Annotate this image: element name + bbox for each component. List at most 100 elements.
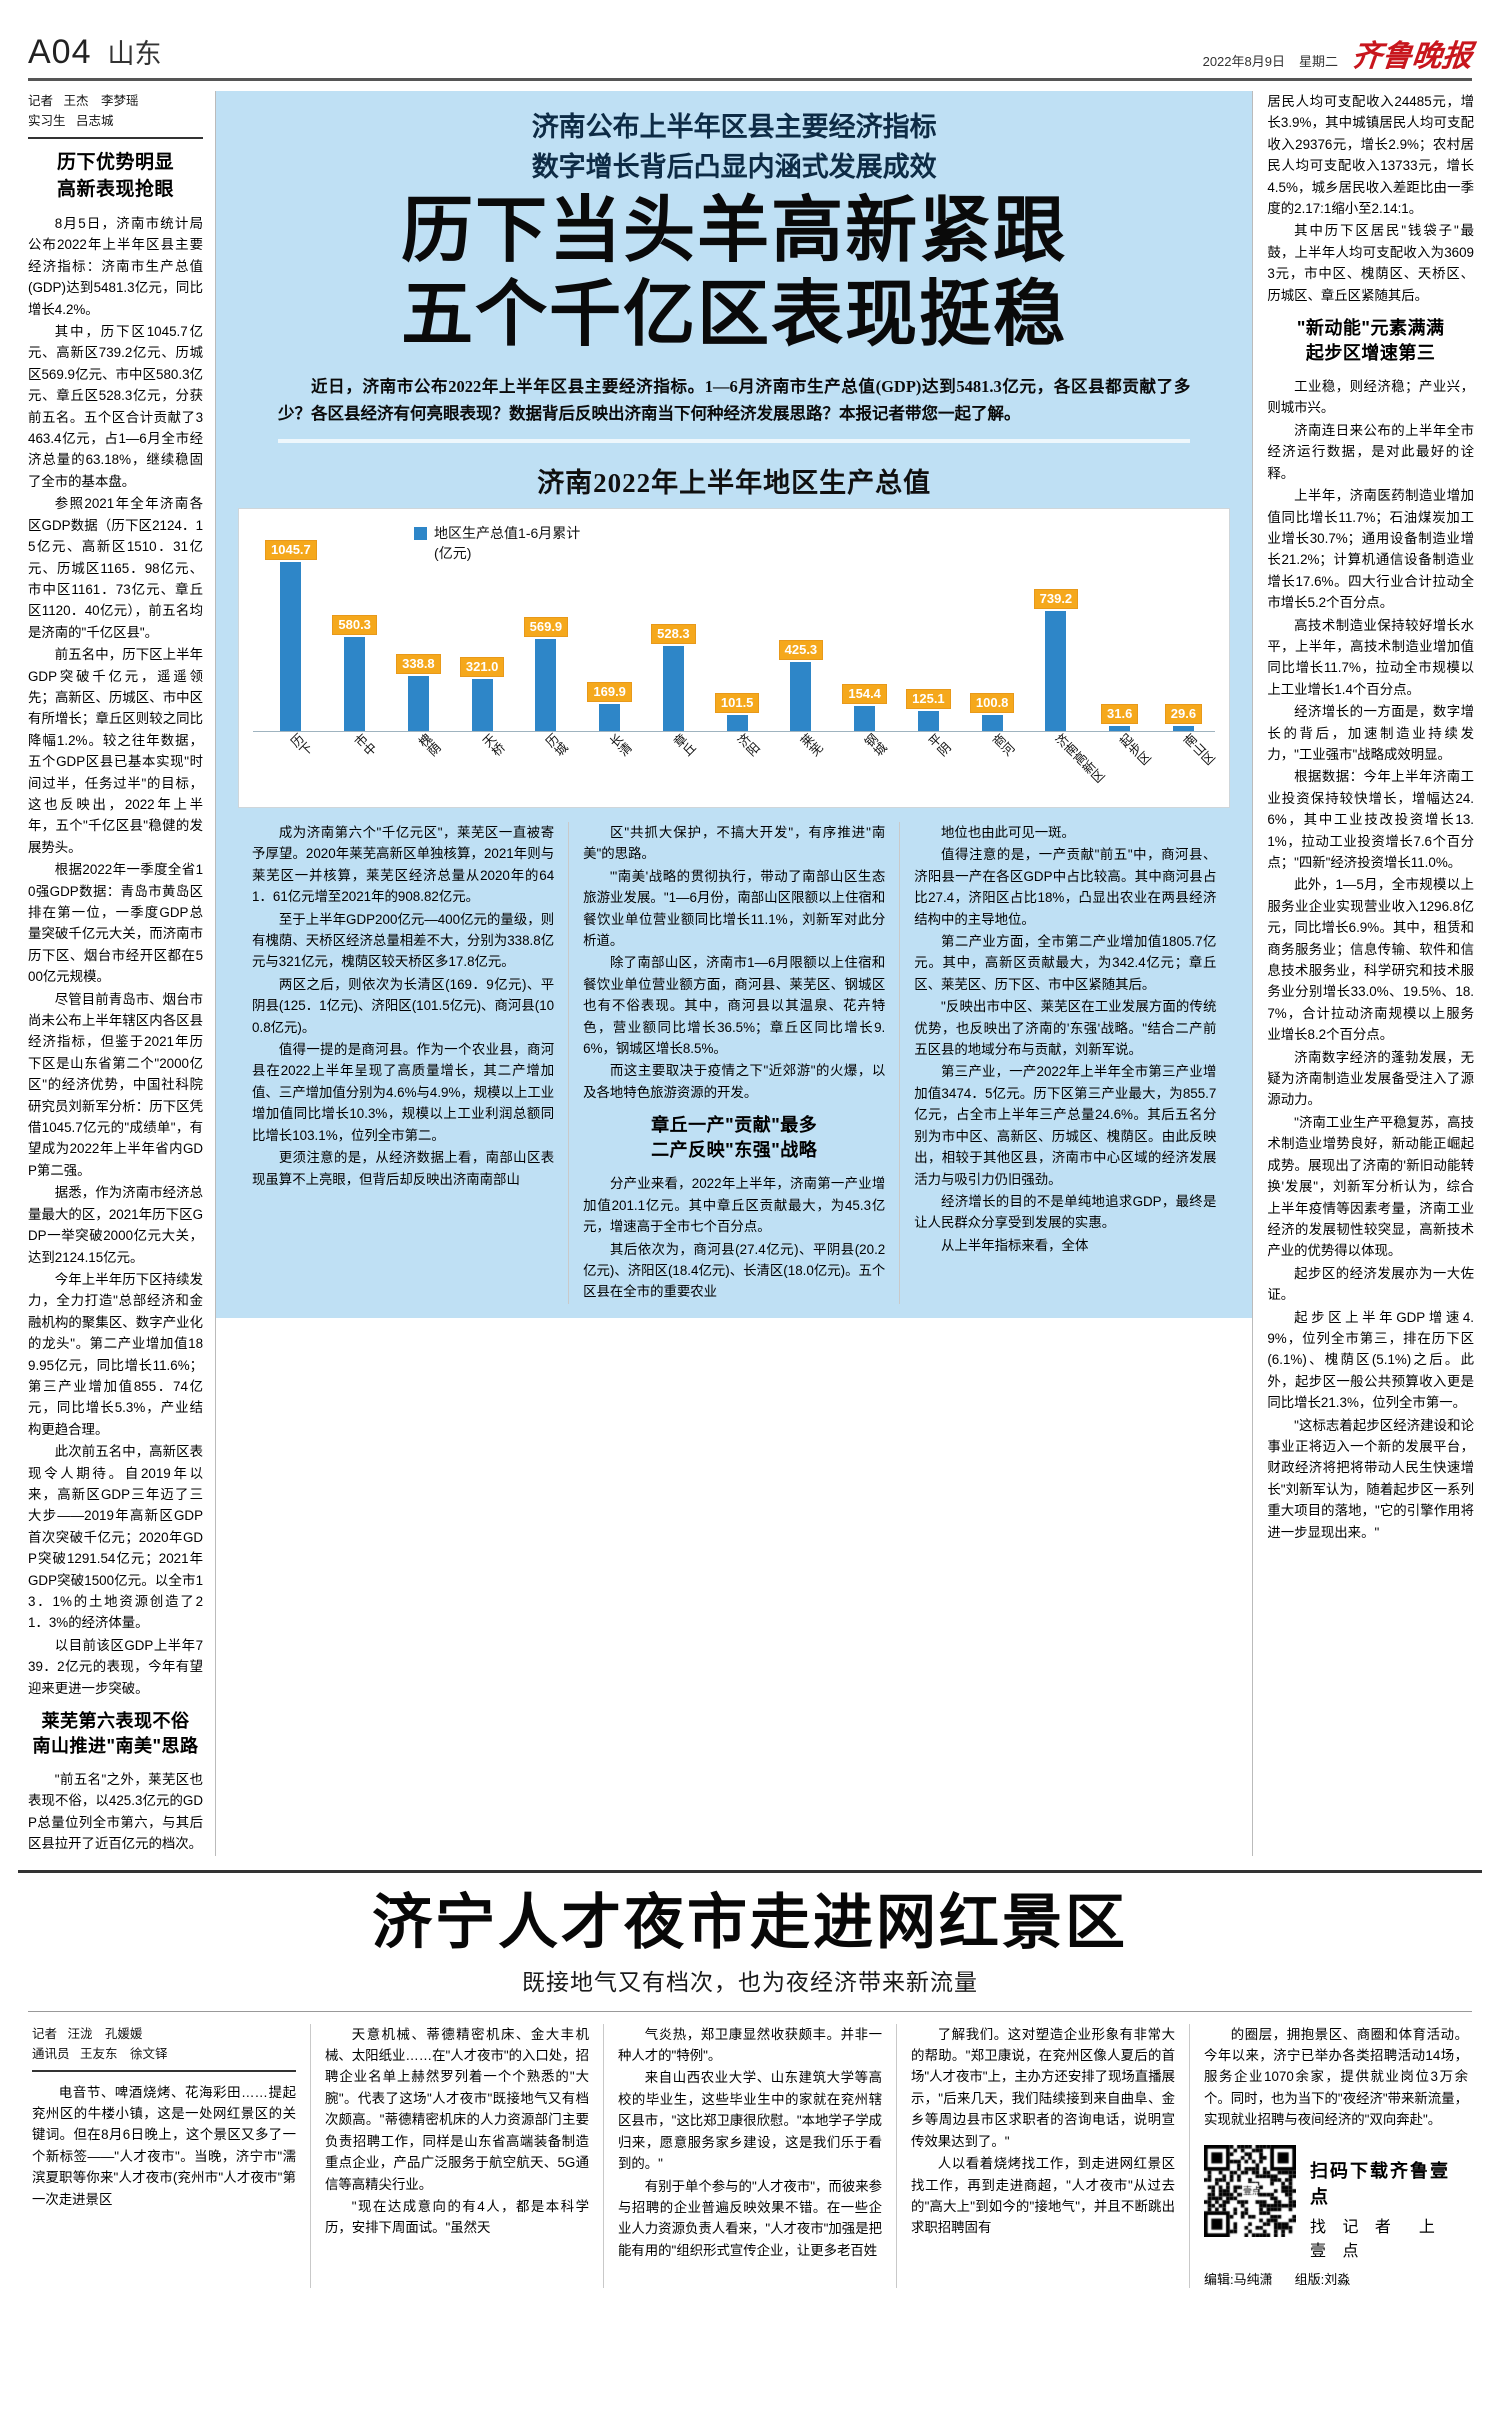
paragraph: 地位也由此可见一斑。 bbox=[941, 825, 1075, 840]
chart-bar-group: 100.8 bbox=[960, 519, 1024, 731]
paragraph: "'南美'战略的贯彻执行，带动了南部山区生态旅游业发展。"1—6月份，南部山区限… bbox=[583, 868, 886, 949]
qr-code-icon[interactable] bbox=[1204, 2144, 1296, 2237]
paragraph: 此次前五名中，高新区表现令人期待。自2019年以来，高新区GDP三年迈了三大步—… bbox=[28, 1444, 204, 1631]
paragraph: 根据2022年一季度全省10强GDP数据：青岛市黄岛区排在第一位，一季度GDP总… bbox=[28, 862, 204, 985]
bottom-story-subtitle: 既接地气又有档次，也为夜经济带来新流量 bbox=[522, 1968, 978, 1995]
chart-bar bbox=[1109, 725, 1131, 731]
bottom-byline-divider bbox=[32, 2069, 296, 2072]
paragraph: 起步区上半年GDP增速4.9%，位列全市第三，排在历下区(6.1%)、槐荫区(5… bbox=[1267, 1309, 1475, 1411]
paragraph: 人以看着烧烤找工作，到走进网红景区找工作，再到走进商超，"人才夜市"从过去的"高… bbox=[911, 2156, 1175, 2236]
paragraph: 今年上半年历下区持续发力，全力打造"总部经济和金融机构的聚集区、数字产业化的龙头… bbox=[28, 1271, 204, 1437]
byline-divider bbox=[28, 137, 204, 139]
chart-bar-group: 1045.7 bbox=[259, 519, 323, 731]
bar-value-label: 569.9 bbox=[523, 616, 569, 637]
chart-card: 地区生产总值1-6月累计 (亿元) 1045.7 580.3 338.8 321.0 5… bbox=[238, 508, 1231, 808]
paragraph: 其中历下区居民"钱袋子"最鼓，上半年人均可支配收入为36093元，市中区、槐荫区… bbox=[1267, 223, 1475, 303]
paragraph: 参照2021年全年济南各区GDP数据（历下区2124．15亿元、高新区1510．… bbox=[28, 496, 204, 640]
paragraph: 尽管目前青岛市、烟台市尚未公布上半年辖区内各区县经济指标，但鉴于2021年历下区… bbox=[28, 991, 204, 1178]
bar-value-label: 739.2 bbox=[1033, 589, 1079, 610]
chart-bar bbox=[599, 703, 621, 731]
credits: 编辑:马纯潇 组版:刘淼 bbox=[1204, 2269, 1468, 2288]
byline-intern-names: 吕志城 bbox=[75, 114, 114, 128]
paragraph: 前五名中，历下区上半年GDP突破千亿元，遥遥领先；高新区、历城区、市中区有所增长… bbox=[28, 647, 204, 855]
masthead-left: A04 山东 bbox=[28, 32, 162, 72]
paragraph: 电音节、啤酒烧烤、花海彩田……提起兖州区的牛楼小镇，这是一处网红景区的关键词。但… bbox=[32, 2084, 296, 2207]
bar-value-label: 338.8 bbox=[396, 654, 441, 675]
paragraph: 其中，历下区1045.7亿元、高新区739.2亿元、历城区569.9亿元、市中区… bbox=[28, 324, 204, 489]
chart-plot-area: 1045.7 580.3 338.8 321.0 569.9 169.9 528.3 101.… bbox=[253, 519, 1215, 731]
feature-headline-line2: 五个千亿区表现挺稳 bbox=[401, 275, 1068, 355]
page-number: A04 bbox=[28, 33, 92, 71]
feature-headline-line1: 历下当头羊高新紧跟 bbox=[401, 191, 1068, 271]
bottom-column-5: 的圈层，拥抱景区、商圈和体育活动。今年以来，济宁已举办各类招聘活动14场，服务企… bbox=[1189, 2023, 1482, 2288]
paragraph: 经济增长的目的不是单纯地追求GDP，最终是让人民群众分享受到发展的实惠。 bbox=[914, 1193, 1217, 1231]
lede-divider bbox=[278, 439, 1191, 443]
bottom-column-1: 记者 汪泷 孔媛媛 通讯员 王友东 徐文铎 电音节、啤酒烧烤、花海彩田……提起兖… bbox=[18, 2024, 310, 2288]
left-column: 记者 王杰 李梦瑶 实习生 吕志城 历下优势明显 高新表现抢眼 8月5日，济南市… bbox=[18, 91, 217, 1856]
chart-bar bbox=[790, 662, 812, 731]
bottom-byline-reporter-names: 汪泷 孔媛媛 bbox=[67, 2026, 143, 2041]
chart-bar bbox=[662, 645, 684, 731]
paragraph: "前五名"之外，莱芜区也表现不俗，以425.3亿元的GDP总量位列全市第六，与其… bbox=[28, 1772, 204, 1852]
bottom-byline-reporter-label: 记者 bbox=[32, 2026, 58, 2041]
chart-x-labels: 历下 市中 槐荫 天桥 历城 长清 章丘 济阳 莱芜 钢城 平阴 商河 济南高新区 起步区 南山区 bbox=[253, 732, 1216, 801]
paragraph: 区"共抓大保护，不搞大开发"，有序推进"南美"的思路。 bbox=[583, 825, 886, 862]
feature-column-1: 成为济南第六个"千亿元区"，莱芜区一直被寄予厚望。2020年莱芜高新区单独核算，… bbox=[238, 822, 568, 1304]
chart-bar-group: 101.5 bbox=[705, 519, 769, 731]
chart-bar-group: 154.4 bbox=[833, 519, 897, 731]
byline-intern-label: 实习生 bbox=[28, 114, 66, 128]
bottom-column-3: 气炎热，郑卫康显然收获颇丰。并非一种人才的"特例"。 来自山西农业大学、山东建筑… bbox=[603, 2023, 896, 2288]
left-headline-line1: 历下优势明显 bbox=[57, 152, 175, 173]
chart-bar-group: 425.3 bbox=[769, 519, 833, 731]
paragraph: 值得注意的是，一产贡献"前五"中，商河县、济阳县一产在各区GDP中占比较高。其中… bbox=[914, 847, 1217, 927]
feature-kicker-line2: 数字增长背后凸显内涵式发展成效 bbox=[531, 152, 937, 182]
bar-value-label: 125.1 bbox=[906, 688, 951, 709]
layout-credit: 组版:刘淼 bbox=[1294, 2271, 1351, 2287]
right-column: 居民人均可支配收入24485元，增长3.9%，其中城镇居民人均可支配收入2937… bbox=[1252, 91, 1482, 1856]
feature-blue-panel: 济南公布上半年区县主要经济指标 数字增长背后凸显内涵式发展成效 历下当头羊高新紧… bbox=[216, 91, 1253, 1318]
bar-value-label: 169.9 bbox=[587, 681, 632, 702]
editor-credit: 编辑:马纯潇 bbox=[1204, 2271, 1273, 2287]
paragraph: 气炎热，郑卫康显然收获颇丰。并非一种人才的"特例"。 bbox=[618, 2026, 882, 2064]
bar-value-label: 100.8 bbox=[969, 692, 1015, 713]
bottom-byline-correspondent-names: 王友东 徐文铎 bbox=[79, 2046, 168, 2061]
bar-value-label: 101.5 bbox=[714, 692, 760, 713]
paragraph: 其后依次为，商河县(27.4亿元)、平阴县(20.2亿元)、济阳区(18.4亿元… bbox=[583, 1241, 886, 1300]
chart-bar-group: 169.9 bbox=[578, 519, 642, 731]
right-subheadline-line1: "新动能"元素满满 bbox=[1296, 318, 1445, 339]
paragraph: 有别于单个参与的"人才夜市"，而彼来参与招聘的企业普遍反映效果不错。在一些企业人… bbox=[618, 2178, 882, 2258]
chart-bar bbox=[280, 561, 302, 731]
chart-bar bbox=[726, 714, 748, 731]
publication-weekday: 星期二 bbox=[1298, 54, 1338, 69]
bar-value-label: 1045.7 bbox=[265, 539, 317, 560]
bottom-story-divider bbox=[28, 2010, 1472, 2012]
bottom-column-2: 天意机械、蒂德精密机床、金大丰机械、太阳纸业……在"人才夜市"的入口处，招聘企业… bbox=[310, 2023, 603, 2288]
bottom-byline-correspondent-label: 通讯员 bbox=[32, 2046, 70, 2061]
right-subheadline: "新动能"元素满满 起步区增速第三 bbox=[1267, 316, 1474, 366]
left-subheadline-2: 莱芜第六表现不俗 南山推进"南美"思路 bbox=[28, 1709, 203, 1759]
left-subheadline-2-line2: 南山推进"南美"思路 bbox=[32, 1736, 199, 1757]
qr-captions: 扫码下载齐鲁壹点 找 记 者 上 壹 点 bbox=[1310, 2145, 1468, 2261]
chart-legend: 地区生产总值1-6月累计 (亿元) bbox=[414, 523, 580, 563]
chart-bar-group: 29.6 bbox=[1152, 519, 1216, 731]
publication-date: 2022年8月9日 bbox=[1202, 54, 1285, 69]
bar-value-label: 321.0 bbox=[459, 657, 505, 678]
top-story-area: 记者 王杰 李梦瑶 实习生 吕志城 历下优势明显 高新表现抢眼 8月5日，济南市… bbox=[18, 91, 1482, 1856]
feature-subheadline-line1: 章丘一产"贡献"最多 bbox=[651, 1115, 818, 1136]
masthead-divider bbox=[28, 78, 1472, 81]
legend-swatch-icon bbox=[414, 527, 428, 540]
section-name: 山东 bbox=[107, 39, 162, 69]
chart-bar-group: 125.1 bbox=[897, 519, 961, 731]
paragraph: 高技术制造业保持较好增长水平，上半年，高技术制造业增加值同比增长11.7%，拉动… bbox=[1267, 617, 1475, 697]
chart-bar bbox=[854, 706, 876, 731]
feature-subheadline: 章丘一产"贡献"最多 二产反映"东强"战略 bbox=[583, 1113, 885, 1163]
legend-label: 地区生产总值1-6月累计 (亿元) bbox=[434, 523, 580, 563]
newspaper-logo: 齐鲁晚报 bbox=[1350, 40, 1474, 73]
bottom-story: 济宁人才夜市走进网红景区 既接地气又有档次，也为夜经济带来新流量 记者 汪泷 孔… bbox=[18, 1869, 1482, 2288]
chart-bar-group: 528.3 bbox=[642, 519, 706, 731]
qr-caption-line2: 找 记 者 上 壹 点 bbox=[1310, 2218, 1441, 2260]
bottom-byline-block: 记者 汪泷 孔媛媛 通讯员 王友东 徐文铎 bbox=[32, 2024, 296, 2064]
chart-bar-group: 580.3 bbox=[323, 519, 387, 731]
chart-bar-group: 321.0 bbox=[450, 519, 514, 731]
left-headline-line2: 高新表现抢眼 bbox=[57, 179, 175, 200]
